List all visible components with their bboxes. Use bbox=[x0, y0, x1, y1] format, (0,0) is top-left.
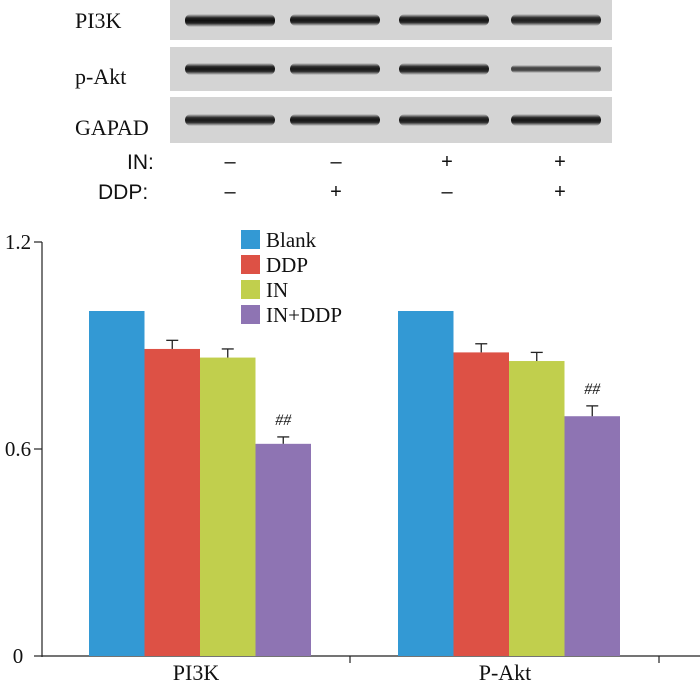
blot-strip bbox=[170, 97, 612, 143]
blot-band bbox=[399, 62, 489, 76]
legend-label: IN+DDP bbox=[266, 303, 342, 327]
legend-swatch-blank bbox=[241, 230, 260, 249]
blot-row-label: GAPAD bbox=[75, 115, 149, 140]
significance-marker: ## bbox=[275, 412, 292, 429]
y-tick-label: 0 bbox=[13, 644, 24, 668]
y-tick-label: 1.2 bbox=[5, 230, 31, 254]
condition-sign: – bbox=[224, 151, 236, 173]
significance-marker: ## bbox=[584, 381, 601, 398]
blot-strip bbox=[170, 47, 612, 91]
bar-in-ddp bbox=[564, 416, 620, 656]
condition-label: IN: bbox=[127, 151, 154, 174]
condition-sign: – bbox=[330, 151, 342, 173]
condition-sign: + bbox=[441, 151, 453, 173]
blot-strip bbox=[170, 0, 612, 40]
legend-label: Blank bbox=[266, 228, 317, 252]
blot-band bbox=[185, 62, 275, 76]
blot-band bbox=[185, 13, 275, 27]
condition-sign: + bbox=[554, 151, 566, 173]
condition-label: DDP: bbox=[98, 181, 149, 204]
legend-swatch-in-ddp bbox=[241, 305, 260, 324]
bar-in-ddp bbox=[255, 443, 311, 656]
blot-band bbox=[511, 14, 601, 26]
x-category-label: PI3K bbox=[173, 660, 220, 681]
bar-in bbox=[509, 361, 565, 656]
blot-band bbox=[185, 113, 275, 127]
legend-swatch-in bbox=[241, 280, 260, 299]
legend-label: DDP bbox=[266, 253, 308, 277]
bar-blank bbox=[89, 311, 145, 656]
blot-row-label: p-Akt bbox=[75, 64, 127, 89]
blot-row-label: PI3K bbox=[75, 8, 122, 33]
x-category-label: P-Akt bbox=[479, 660, 532, 681]
condition-sign: – bbox=[224, 181, 236, 203]
blot-band bbox=[399, 13, 489, 27]
condition-sign: + bbox=[330, 181, 342, 203]
condition-sign: – bbox=[441, 181, 453, 203]
blot-band bbox=[399, 113, 489, 127]
bar-in bbox=[200, 357, 256, 656]
condition-sign: + bbox=[554, 181, 566, 203]
blot-band bbox=[290, 13, 380, 27]
blot-band bbox=[511, 64, 601, 74]
legend-swatch-ddp bbox=[241, 255, 260, 274]
blot-band bbox=[290, 62, 380, 76]
bar-ddp bbox=[144, 348, 200, 656]
blot-band bbox=[511, 113, 601, 127]
bar-ddp bbox=[453, 352, 509, 656]
legend-label: IN bbox=[266, 278, 288, 302]
y-tick-label: 0.6 bbox=[5, 437, 31, 461]
blot-band bbox=[290, 113, 380, 127]
bar-blank bbox=[398, 311, 454, 656]
